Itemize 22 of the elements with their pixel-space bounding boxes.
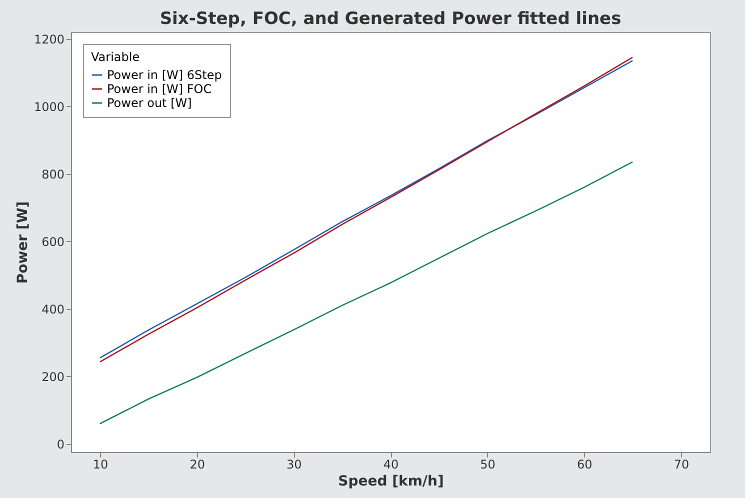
x-tick-label: 20 (190, 458, 206, 472)
legend-label: Power out [W] (107, 96, 192, 110)
legend-title: Variable (91, 50, 140, 64)
y-tick-label: 600 (42, 234, 64, 249)
x-tick-label: 60 (576, 458, 592, 472)
y-axis-title: Power [W] (14, 201, 31, 284)
x-tick-label: 50 (480, 458, 496, 472)
x-tick-label: 40 (383, 458, 399, 472)
chart-title: Six-Step, FOC, and Generated Power fitted lines (160, 9, 622, 29)
legend-label: Power in [W] 6Step (107, 68, 222, 82)
y-tick-label: 1000 (34, 100, 64, 114)
x-tick-label: 30 (286, 458, 302, 472)
y-tick-label: 800 (42, 167, 64, 182)
x-tick-label: 10 (92, 458, 108, 472)
x-axis-title: Speed [km/h] (338, 474, 444, 490)
x-tick-label: 70 (674, 458, 690, 472)
line-series (99, 161, 634, 424)
y-tick-label: 200 (42, 370, 64, 384)
y-tick-label: 1200 (34, 32, 64, 46)
y-tick-label: 0 (56, 437, 64, 452)
legend-label: Power in [W] FOC (107, 82, 212, 96)
y-tick-label: 400 (42, 302, 64, 316)
